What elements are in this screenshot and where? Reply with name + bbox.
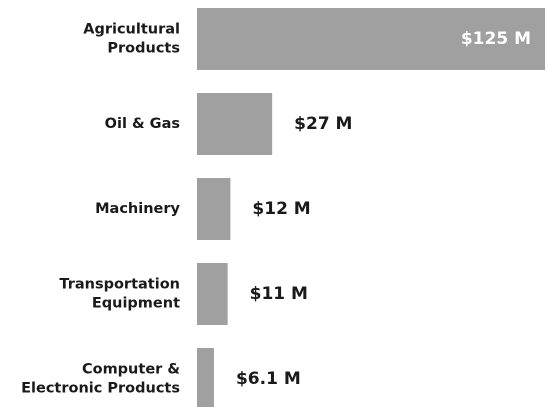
value-label: $6.1 M: [236, 369, 301, 389]
value-label: $12 M: [252, 199, 310, 219]
value-label: $27 M: [294, 114, 352, 134]
category-label: Machinery: [95, 201, 180, 217]
bar: [197, 263, 228, 325]
bar: [197, 8, 545, 70]
bar: [197, 93, 273, 155]
value-label: $11 M: [250, 284, 308, 304]
category-label: Oil & Gas: [105, 116, 180, 132]
category-label: Agricultural Products: [83, 22, 180, 57]
category-label: Computer & Electronic Products: [21, 362, 180, 397]
value-label: $125 M: [461, 29, 531, 49]
category-label: Transportation Equipment: [59, 277, 180, 312]
bar: [197, 348, 214, 407]
bar: [197, 178, 231, 240]
